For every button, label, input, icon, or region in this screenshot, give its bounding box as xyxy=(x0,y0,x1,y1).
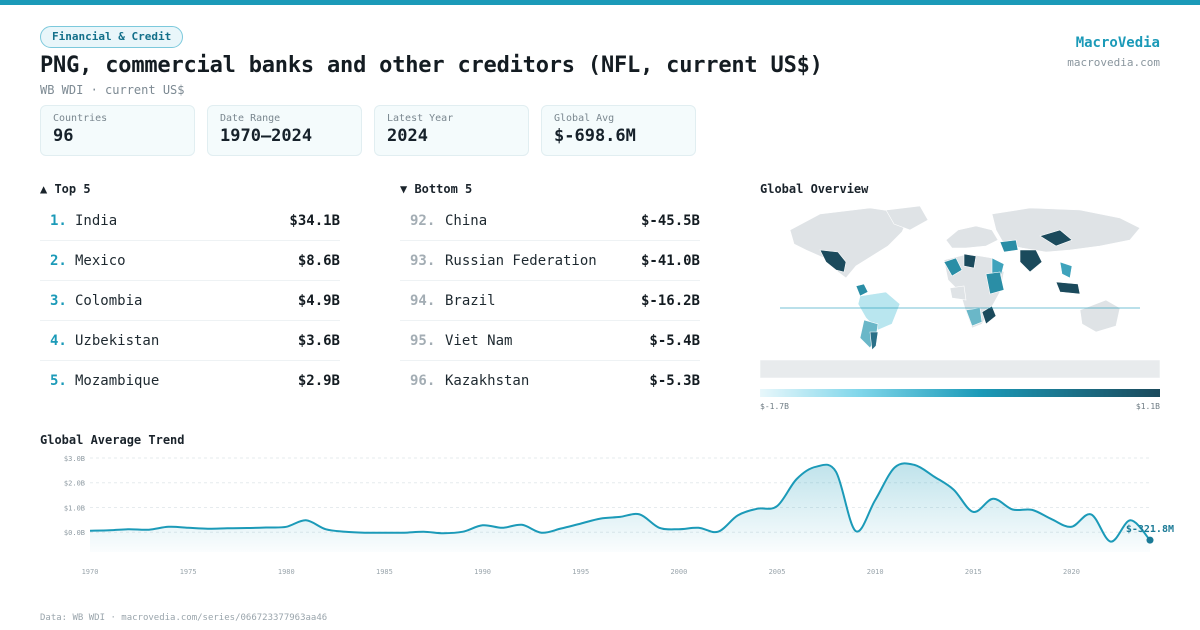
trend-chart[interactable]: $0.0B $1.0B $2.0B $3.0B 1970 1975 1980 1985 1990… xyxy=(40,452,1180,582)
stat-label: Countries xyxy=(53,113,108,124)
x-tick-label: 1995 xyxy=(572,568,589,576)
list-item[interactable]: 1. India $34.1B xyxy=(40,201,340,241)
country-name: Kazakhstan xyxy=(445,373,530,389)
stat-label: Global Avg xyxy=(554,113,615,124)
footer-source: Data: WB WDI · macrovedia.com/series/066… xyxy=(40,613,328,623)
country-name: Viet Nam xyxy=(445,333,513,349)
brand-logo[interactable]: MacroVedia xyxy=(1075,35,1160,51)
world-map-svg xyxy=(759,205,1161,379)
x-tick-label: 1970 xyxy=(82,568,99,576)
stat-value: 1970–2024 xyxy=(220,126,313,146)
country-name: Colombia xyxy=(75,293,143,309)
x-tick-label: 2010 xyxy=(867,568,884,576)
y-tick-label: $1.0B xyxy=(64,504,85,512)
country-name: India xyxy=(75,213,118,229)
list-item[interactable]: 3. Colombia $4.9B xyxy=(40,281,340,321)
legend-max-label: $1.1B xyxy=(1135,402,1160,411)
stat-label: Date Range xyxy=(220,113,281,124)
stat-card-date-range: Date Range 1970–2024 xyxy=(207,105,362,156)
list-item[interactable]: 94. Brazil $-16.2B xyxy=(400,281,700,321)
country-value: $3.6B xyxy=(297,333,340,349)
country-value: $-5.3B xyxy=(649,373,700,389)
country-name: Brazil xyxy=(445,293,496,309)
list-item[interactable]: 92. China $-45.5B xyxy=(400,201,700,241)
rank-number: 1. xyxy=(50,213,67,229)
list-item[interactable]: 95. Viet Nam $-5.4B xyxy=(400,321,700,361)
last-value-label: $-321.8M xyxy=(1126,524,1174,535)
list-item[interactable]: 4. Uzbekistan $3.6B xyxy=(40,321,340,361)
country-name: Mozambique xyxy=(75,373,160,389)
map-legend-gradient xyxy=(760,389,1160,397)
category-badge[interactable]: Financial & Credit xyxy=(40,26,184,48)
stat-label: Latest Year xyxy=(387,113,454,124)
x-tick-label: 1990 xyxy=(474,568,491,576)
rank-number: 94. xyxy=(410,293,436,309)
country-value: $4.9B xyxy=(297,293,340,309)
rank-number: 95. xyxy=(410,333,436,349)
rank-number: 93. xyxy=(410,253,436,269)
world-choropleth-map[interactable] xyxy=(759,200,1161,385)
stat-value: 2024 xyxy=(387,126,428,146)
trend-heading: Global Average Trend xyxy=(40,433,185,447)
rank-number: 3. xyxy=(50,293,67,309)
country-value: $2.9B xyxy=(297,373,340,389)
stat-value: $-698.6M xyxy=(554,126,636,146)
rank-number: 5. xyxy=(50,373,67,389)
list-item[interactable]: 5. Mozambique $2.9B xyxy=(40,361,340,401)
top5-list: 1. India $34.1B 2. Mexico $8.6B 3. Colombia $4… xyxy=(40,201,340,401)
brand-url[interactable]: macrovedia.com xyxy=(1067,56,1160,69)
x-tick-label: 2000 xyxy=(670,568,687,576)
stat-value: 96 xyxy=(53,126,74,146)
rank-number: 2. xyxy=(50,253,67,269)
country-name: Russian Federation xyxy=(445,253,597,269)
country-name: Uzbekistan xyxy=(75,333,160,349)
legend-min-label: $-1.7B xyxy=(760,402,789,411)
country-value: $34.1B xyxy=(289,213,340,229)
trend-chart-svg: $0.0B $1.0B $2.0B $3.0B 1970 1975 1980 1985 1990… xyxy=(64,455,1174,576)
trend-area xyxy=(90,463,1150,552)
last-value-marker xyxy=(1146,536,1154,544)
stat-card-latest-year: Latest Year 2024 xyxy=(374,105,529,156)
y-tick-label: $0.0B xyxy=(64,529,85,537)
page-subtitle: WB WDI · current US$ xyxy=(40,83,185,97)
bottom5-list: 92. China $-45.5B 93. Russian Federation $-4… xyxy=(400,201,700,401)
x-tick-label: 2020 xyxy=(1063,568,1080,576)
rank-number: 96. xyxy=(410,373,436,389)
country-value: $-16.2B xyxy=(640,293,700,309)
list-item[interactable]: 93. Russian Federation $-41.0B xyxy=(400,241,700,281)
stat-card-global-avg: Global Avg $-698.6M xyxy=(541,105,696,156)
country-value: $-41.0B xyxy=(640,253,700,269)
country-value: $8.6B xyxy=(297,253,340,269)
stat-card-countries: Countries 96 xyxy=(40,105,195,156)
top-accent-bar xyxy=(0,0,1200,5)
map-heading: Global Overview xyxy=(760,182,869,196)
trend-line xyxy=(89,462,1151,543)
x-tick-label: 1980 xyxy=(278,568,295,576)
country-name: Mexico xyxy=(75,253,126,269)
page-title: PNG, commercial banks and other creditor… xyxy=(40,53,823,78)
x-tick-label: 1985 xyxy=(376,568,393,576)
country-value: $-45.5B xyxy=(640,213,700,229)
list-item[interactable]: 2. Mexico $8.6B xyxy=(40,241,340,281)
highlighted-countries xyxy=(819,229,1081,351)
y-tick-label: $3.0B xyxy=(64,455,85,463)
x-tick-label: 2005 xyxy=(769,568,786,576)
list-item[interactable]: 96. Kazakhstan $-5.3B xyxy=(400,361,700,401)
x-tick-label: 1975 xyxy=(180,568,197,576)
rank-number: 92. xyxy=(410,213,436,229)
country-value: $-5.4B xyxy=(649,333,700,349)
bottom5-heading: ▼ Bottom 5 xyxy=(400,182,473,196)
x-tick-label: 2015 xyxy=(965,568,982,576)
country-name: China xyxy=(445,213,488,229)
rank-number: 4. xyxy=(50,333,67,349)
top5-heading: ▲ Top 5 xyxy=(40,182,91,196)
y-tick-label: $2.0B xyxy=(64,480,85,488)
